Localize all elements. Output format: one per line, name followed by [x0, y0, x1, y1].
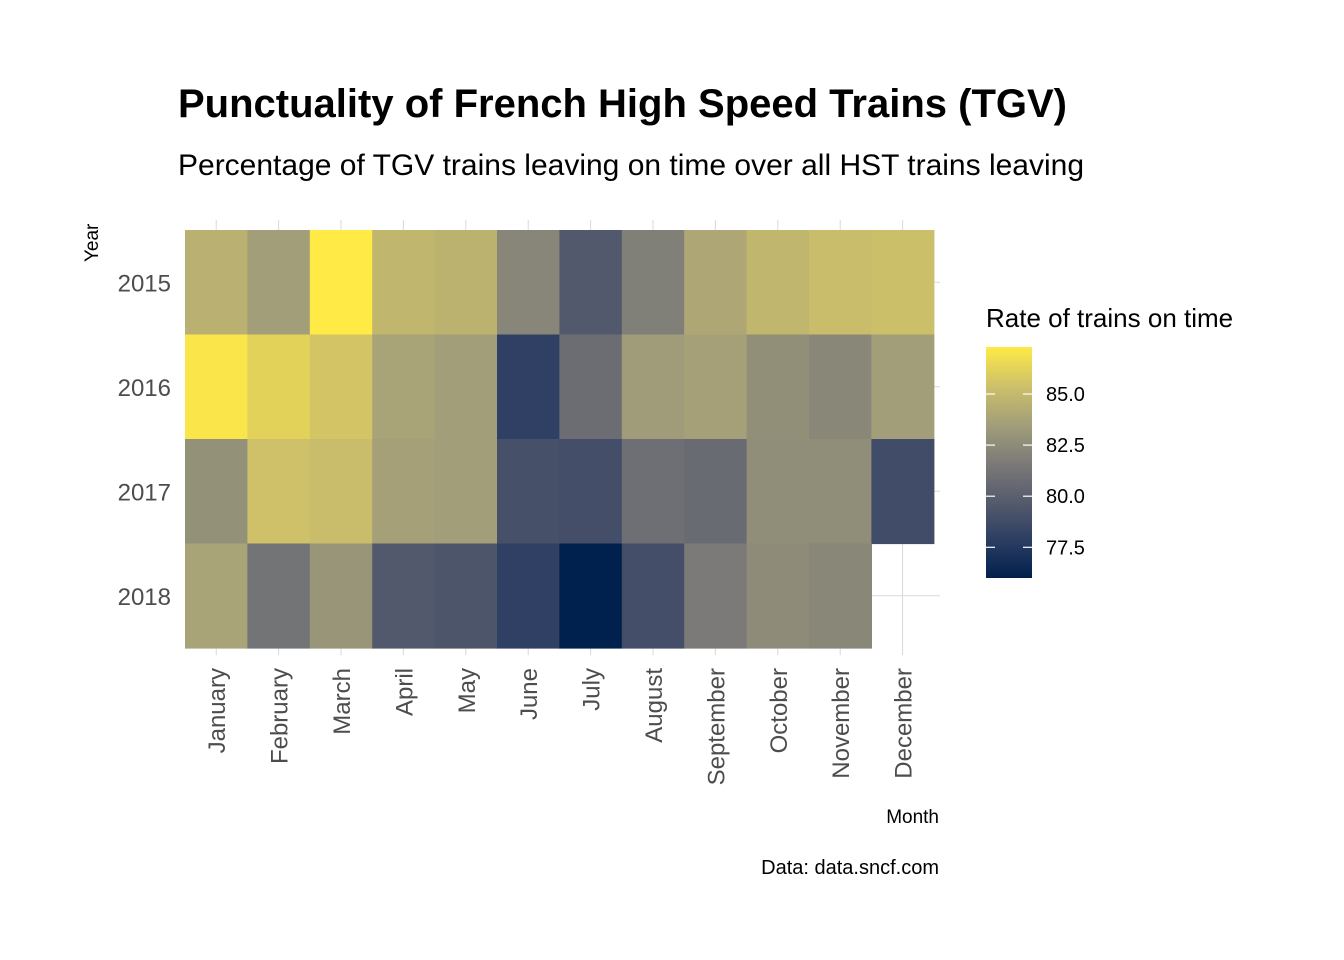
heatmap-cell [809, 334, 872, 440]
heatmap-cell [497, 334, 560, 440]
heatmap-cell [185, 230, 248, 336]
heatmap-cell [434, 543, 498, 649]
heatmap-cell [559, 230, 623, 336]
heatmap-cell [684, 334, 748, 440]
heatmap-cell [559, 334, 623, 440]
chart-title: Punctuality of French High Speed Trains … [178, 82, 1067, 126]
heatmap-cell [809, 230, 872, 336]
x-tick-label: January [204, 668, 231, 753]
heatmap-cell [746, 543, 810, 649]
heatmap-cell [247, 543, 311, 649]
heatmap-cell [497, 439, 560, 545]
heatmap-cells [185, 230, 935, 649]
heatmap-cell [185, 543, 248, 649]
y-tick-label: 2017 [118, 479, 171, 506]
x-tick-label: May [454, 668, 481, 713]
y-axis-ticks: 2015 2016 2017 2018 [118, 270, 171, 611]
legend-tick-label: 85.0 [1046, 384, 1085, 406]
legend-title: Rate of trains on time [986, 303, 1233, 333]
heatmap-cell [871, 439, 935, 545]
legend-colorbar [986, 347, 1032, 578]
heatmap-cell [559, 439, 623, 545]
heatmap-cell [247, 230, 311, 336]
heatmap-cell [372, 543, 436, 649]
y-tick-label: 2016 [118, 375, 171, 402]
heatmap-cell [372, 334, 436, 440]
heatmap-cell [621, 439, 685, 545]
heatmap-cell [809, 439, 872, 545]
heatmap-cell [247, 334, 311, 440]
heatmap-cell [309, 334, 373, 440]
chart-caption: Data: data.sncf.com [761, 857, 939, 879]
heatmap-cell [185, 334, 248, 440]
heatmap-cell [746, 334, 810, 440]
x-tick-label: August [641, 668, 668, 743]
heatmap-cell [372, 230, 436, 336]
legend-tick-label: 77.5 [1046, 537, 1085, 559]
heatmap-cell [434, 230, 498, 336]
x-axis-ticks: January February March April May June July Augu… [204, 668, 917, 786]
heatmap-cell [621, 230, 685, 336]
heatmap-cell [372, 439, 436, 545]
heatmap-cell [684, 230, 748, 336]
x-tick-label: June [516, 668, 543, 720]
color-legend: Rate of trains on time 85.0 82.5 80.0 77.5 [986, 303, 1233, 578]
y-tick-label: 2018 [118, 584, 171, 611]
heatmap-cell [559, 543, 623, 649]
x-tick-label: July [579, 668, 606, 711]
heatmap-cell [684, 439, 748, 545]
y-axis-title: Year [82, 223, 103, 262]
x-tick-label: November [828, 668, 855, 779]
heatmap-cell [746, 230, 810, 336]
x-tick-label: September [703, 668, 730, 785]
heatmap-cell [309, 230, 373, 336]
heatmap-cell [621, 543, 685, 649]
x-tick-label: October [766, 668, 793, 753]
heatmap-cell [684, 543, 748, 649]
chart-subtitle: Percentage of TGV trains leaving on time… [178, 149, 1084, 182]
y-tick-label: 2015 [118, 270, 171, 297]
heatmap-cell [621, 334, 685, 440]
x-tick-label: February [267, 668, 294, 764]
heatmap-cell [247, 439, 311, 545]
x-tick-label: April [391, 668, 418, 716]
legend-tick-label: 82.5 [1046, 435, 1085, 457]
legend-ticks: 85.0 82.5 80.0 77.5 [986, 384, 1085, 559]
heatmap-cell [309, 439, 373, 545]
heatmap-cell [746, 439, 810, 545]
heatmap-cell [809, 543, 872, 649]
heatmap-cell [871, 230, 935, 336]
legend-tick-label: 80.0 [1046, 486, 1085, 508]
x-tick-label: March [329, 668, 356, 735]
heatmap-cell [434, 334, 498, 440]
x-tick-label: December [891, 668, 918, 779]
heatmap-cell [185, 439, 248, 545]
heatmap-cell [497, 230, 560, 336]
heatmap-cell [309, 543, 373, 649]
x-axis-title: Month [886, 807, 939, 828]
heatmap-cell [871, 334, 935, 440]
heatmap-cell [434, 439, 498, 545]
heatmap-cell [497, 543, 560, 649]
